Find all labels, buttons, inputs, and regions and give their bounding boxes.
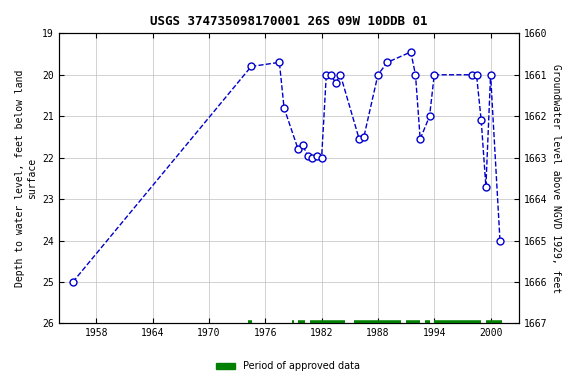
Y-axis label: Groundwater level above NGVD 1929, feet: Groundwater level above NGVD 1929, feet	[551, 64, 561, 293]
Title: USGS 374735098170001 26S 09W 10DDB 01: USGS 374735098170001 26S 09W 10DDB 01	[150, 15, 427, 28]
Legend: Period of approved data: Period of approved data	[212, 358, 364, 375]
Y-axis label: Depth to water level, feet below land
surface: Depth to water level, feet below land su…	[15, 70, 37, 287]
